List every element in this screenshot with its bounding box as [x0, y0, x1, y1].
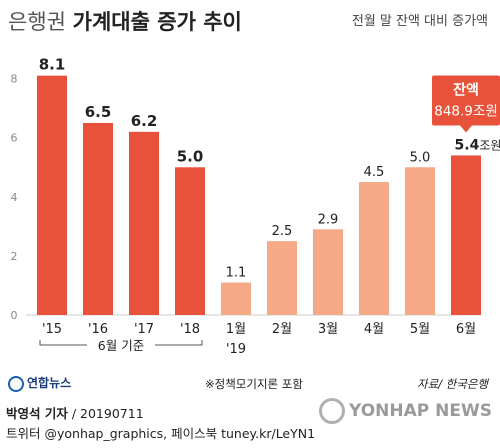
credit-name: 박영석 기자: [6, 406, 68, 421]
x-tick-label: 3월: [318, 322, 338, 337]
y-tick-label: 8: [11, 73, 18, 86]
x-tick-label: 6월: [456, 322, 476, 337]
x-tick-label: 5월: [410, 322, 430, 337]
yonhap-logo: 연합뉴스: [8, 374, 71, 392]
bar: [359, 182, 389, 315]
bar: [267, 241, 297, 315]
x-tick-label: 4월: [364, 322, 384, 337]
data-label: 4.5: [364, 165, 385, 180]
data-label: 2.9: [318, 212, 339, 227]
bracket-label: 6월 기준: [98, 338, 144, 353]
bar: [221, 282, 251, 315]
yonhap-logo-icon: [8, 375, 24, 392]
data-label: 5.0: [410, 150, 431, 165]
y-tick-label: 6: [11, 132, 18, 145]
bar: [451, 155, 481, 315]
y-tick-label: 4: [11, 191, 18, 204]
globe-icon: [319, 398, 346, 424]
y-tick-label: 0: [11, 309, 18, 322]
bar: [313, 229, 343, 315]
bar-chart: 0 2 4 6 8 8.1 '15 6.5 '16 6.2 '17 5.0 '18 1.1 1월 '19 2.5…: [11, 56, 500, 357]
callout-pointer: [460, 125, 472, 133]
data-label: 6.5: [85, 103, 112, 121]
chart-title: 은행권 가계대출 증가 추이: [8, 6, 242, 36]
callout-value: 848.9조원: [434, 103, 498, 119]
source-note: 자료/ 한국은행: [416, 377, 488, 391]
y-tick-label: 2: [11, 250, 18, 263]
watermark: YONHAP NEWS: [319, 398, 492, 424]
x-tick-label: '17: [134, 322, 154, 337]
bar: [175, 167, 205, 315]
logo-text: 연합뉴스: [27, 376, 72, 390]
x-tick-label: '15: [42, 322, 62, 337]
title-main: 가계대출 증가 추이: [72, 10, 242, 34]
callout-label: 잔액: [453, 81, 479, 98]
bracket-label-bg: [87, 337, 155, 353]
credit-line-2: 트위터 @yonhap_graphics, 페이스북 tuney.kr/LeYN…: [6, 426, 316, 441]
data-label: 5.0: [177, 147, 204, 165]
bar: [129, 131, 159, 315]
x-tick-label: 1월: [226, 322, 246, 337]
data-label: 8.1: [39, 56, 66, 74]
data-label: 6.2: [131, 112, 158, 130]
data-label: 5.4조원: [455, 137, 500, 153]
x-tick-label: 2월: [272, 322, 292, 337]
chart-subtitle: 전월 말 잔액 대비 증가액: [351, 14, 488, 29]
data-label: 2.5: [272, 224, 293, 239]
credit-date: 20190711: [80, 406, 144, 421]
data-label: 1.1: [226, 266, 247, 281]
credit-line-1: 박영석 기자 / 20190711: [6, 406, 144, 421]
footnote: ※정책모기지론 포함: [205, 377, 303, 391]
bar: [83, 122, 113, 315]
x-tick-sublabel: '19: [226, 342, 246, 357]
bar: [37, 75, 67, 315]
title-prefix: 은행권: [8, 10, 66, 34]
x-tick-label: '18: [180, 322, 200, 337]
watermark-text: YONHAP NEWS: [349, 401, 492, 421]
bar: [405, 167, 435, 315]
x-tick-label: '16: [88, 322, 108, 337]
callout-box: [432, 75, 500, 126]
